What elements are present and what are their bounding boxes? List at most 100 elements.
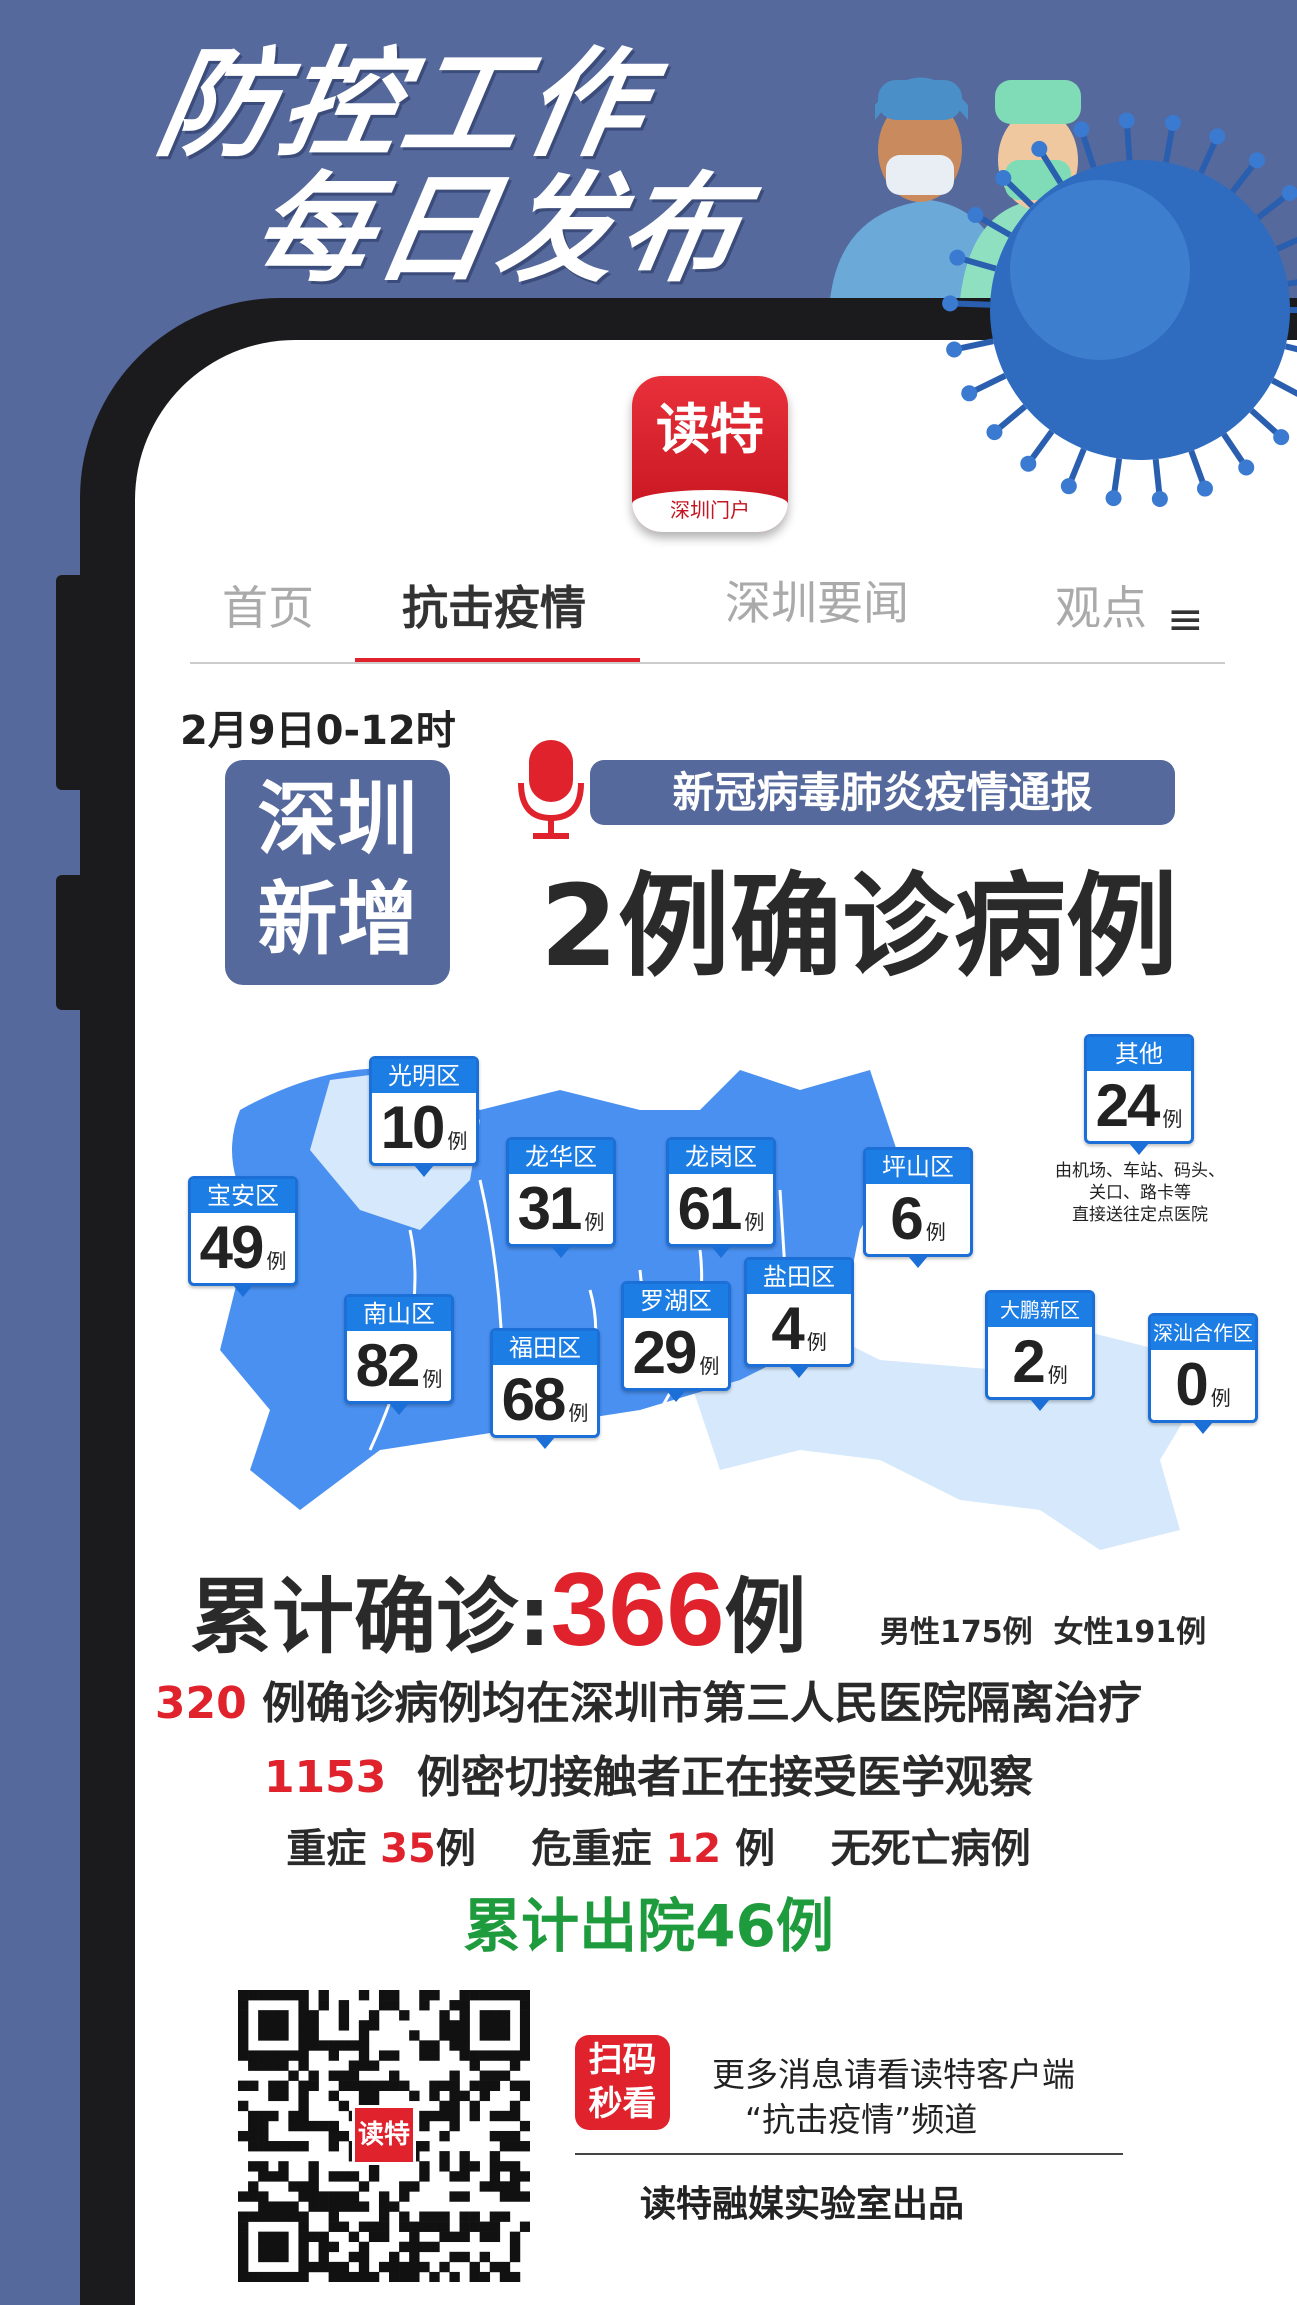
qr-module bbox=[308, 2161, 319, 2172]
district-name: 其他 bbox=[1087, 1037, 1191, 1071]
severity-line: 重症 35例 危重症 12 例 无死亡病例 bbox=[0, 1825, 1297, 1873]
district-name: 盐田区 bbox=[747, 1260, 851, 1294]
qr-module bbox=[429, 2090, 440, 2102]
qr-module bbox=[288, 2120, 299, 2132]
virus-spike bbox=[1275, 236, 1297, 252]
qr-module bbox=[489, 2110, 501, 2122]
qr-code[interactable] bbox=[238, 1990, 530, 2282]
qr-module bbox=[308, 2191, 319, 2202]
qr-module bbox=[278, 2030, 289, 2041]
qr-module bbox=[479, 2221, 491, 2232]
tab-opinion[interactable]: 观点 bbox=[1055, 581, 1147, 635]
qr-module bbox=[358, 2080, 370, 2091]
qr-module bbox=[459, 2050, 470, 2061]
qr-module bbox=[469, 2271, 480, 2282]
qr-module bbox=[519, 2171, 530, 2182]
qr-module bbox=[278, 2161, 289, 2172]
qr-module bbox=[519, 2141, 530, 2152]
headline-new-cases: 2例确诊病例 bbox=[540, 862, 1178, 992]
qr-module bbox=[489, 2161, 501, 2172]
qr-module bbox=[358, 2050, 370, 2061]
qr-module bbox=[368, 2020, 380, 2031]
qr-module bbox=[419, 2161, 430, 2172]
qr-module bbox=[258, 2120, 269, 2132]
qr-module bbox=[298, 2040, 309, 2051]
qr-module bbox=[489, 2211, 501, 2222]
qr-module bbox=[258, 2251, 269, 2263]
footer-divider bbox=[575, 2153, 1123, 2155]
qr-module bbox=[318, 1990, 329, 2001]
qr-module bbox=[278, 1990, 289, 2001]
qr-module bbox=[368, 2080, 380, 2091]
qr-module bbox=[248, 2060, 259, 2071]
qr-module bbox=[318, 2191, 329, 2202]
qr-module bbox=[399, 2271, 410, 2282]
qr-module bbox=[358, 2030, 370, 2041]
qr-module bbox=[338, 2010, 350, 2021]
qr-module bbox=[409, 2261, 420, 2273]
qr-module bbox=[409, 2181, 420, 2192]
qr-module bbox=[368, 2090, 380, 2102]
qr-module bbox=[238, 2251, 249, 2263]
virus-spike bbox=[1284, 343, 1297, 353]
qr-module bbox=[479, 2050, 491, 2061]
qr-module bbox=[509, 2271, 521, 2282]
qr-module bbox=[378, 2221, 390, 2232]
qr-module bbox=[268, 1990, 279, 2001]
qr-module bbox=[258, 2271, 269, 2282]
qr-module bbox=[449, 2271, 460, 2282]
qr-module bbox=[328, 2221, 339, 2232]
tab-shenzhen-news[interactable]: 深圳要闻 bbox=[725, 576, 909, 630]
virus-spike-tip bbox=[1020, 455, 1037, 472]
qr-module bbox=[248, 2130, 259, 2142]
district-body: 10 例 bbox=[372, 1093, 476, 1163]
district-unit: 例 bbox=[568, 1401, 589, 1425]
qr-module bbox=[509, 2050, 521, 2061]
tab-fight-epidemic[interactable]: 抗击疫情 bbox=[402, 581, 586, 635]
qr-module bbox=[439, 2080, 450, 2091]
qr-module bbox=[499, 2271, 511, 2282]
qr-module bbox=[439, 2130, 450, 2142]
qr-module bbox=[308, 2120, 319, 2132]
qr-module bbox=[449, 2100, 460, 2112]
qr-module bbox=[469, 1990, 480, 2001]
qr-module bbox=[238, 2000, 249, 2011]
district-unit: 例 bbox=[1162, 1107, 1183, 1131]
qr-module bbox=[469, 2110, 480, 2122]
qr-module bbox=[469, 2161, 480, 2172]
qr-module bbox=[238, 2050, 249, 2061]
qr-module bbox=[378, 2201, 390, 2212]
qr-module bbox=[509, 2241, 521, 2253]
district-count: 0 bbox=[1175, 1351, 1208, 1418]
qr-module bbox=[399, 2181, 410, 2192]
qr-module bbox=[479, 2090, 491, 2102]
qr-module bbox=[479, 1990, 491, 2001]
qr-module bbox=[268, 2171, 279, 2182]
qr-module bbox=[489, 2050, 501, 2061]
qr-module bbox=[338, 2080, 350, 2091]
hamburger-icon[interactable]: ≡ bbox=[1167, 594, 1204, 645]
scan-badge-line: 扫码 bbox=[588, 2040, 657, 2080]
qr-module bbox=[469, 2050, 480, 2061]
qr-module bbox=[258, 2020, 269, 2031]
virus-spike-tip bbox=[942, 295, 959, 312]
qr-module bbox=[378, 2261, 390, 2273]
tab-home[interactable]: 首页 bbox=[222, 581, 314, 635]
qr-module bbox=[298, 2241, 309, 2253]
district-body: 31 例 bbox=[509, 1174, 613, 1244]
qr-module bbox=[238, 2211, 249, 2222]
district-body: 61 例 bbox=[669, 1174, 773, 1244]
qr-module bbox=[439, 2161, 450, 2172]
qr-module bbox=[268, 2241, 279, 2253]
qr-module bbox=[449, 2030, 460, 2041]
qr-module bbox=[328, 2211, 339, 2222]
qr-module bbox=[248, 2110, 259, 2122]
qr-module bbox=[348, 2171, 360, 2182]
qr-module bbox=[489, 2221, 501, 2232]
virus-spike-tip bbox=[1196, 480, 1213, 497]
virus-spike bbox=[1287, 279, 1297, 287]
qr-module bbox=[348, 2191, 360, 2202]
qr-module bbox=[378, 2050, 390, 2061]
qr-module bbox=[238, 2130, 249, 2142]
qr-module bbox=[479, 2181, 491, 2192]
